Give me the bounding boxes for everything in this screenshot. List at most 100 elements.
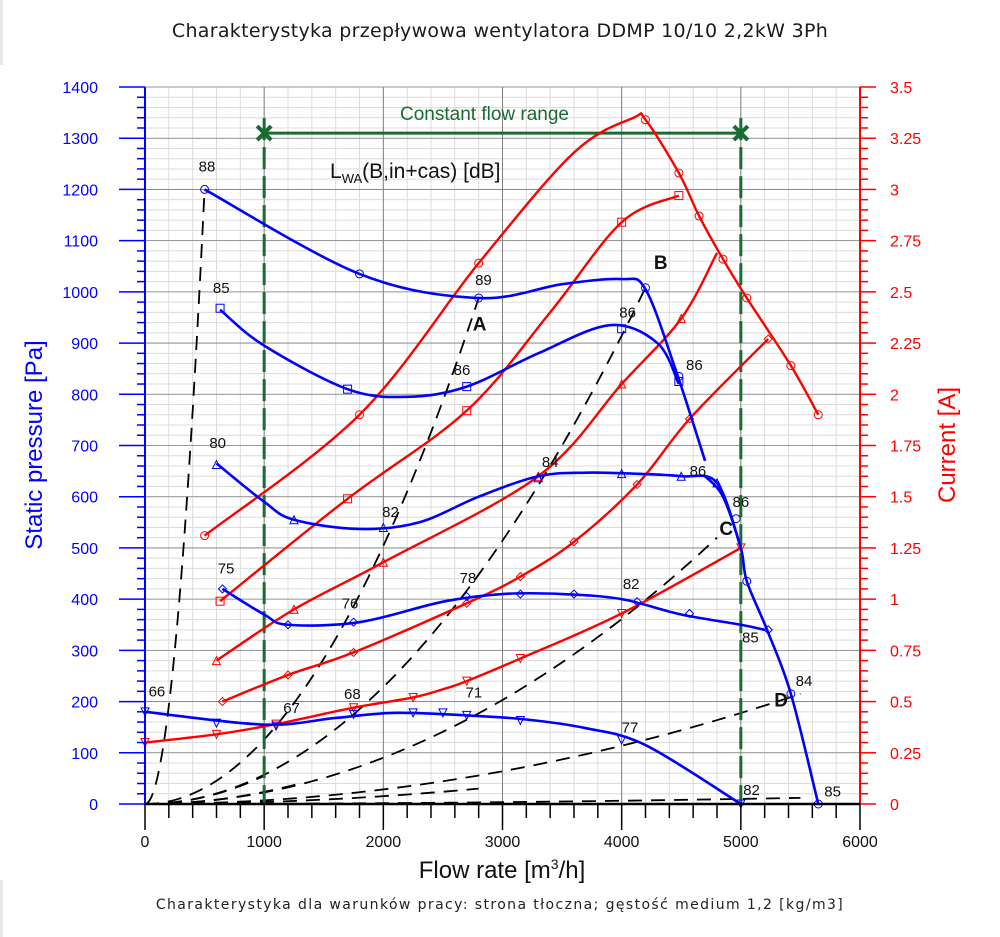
- system-curve-D: [144, 693, 801, 805]
- data-point-circle: [474, 258, 484, 268]
- system-curve-label-C: C: [719, 519, 733, 540]
- pressure-curve-P2: [219, 308, 681, 399]
- data-point-triangle-down: [211, 718, 222, 729]
- y-tick-label: 300: [71, 643, 98, 660]
- y2-tick-label: 0.5: [890, 695, 912, 712]
- data-point-diamond: [684, 608, 695, 619]
- data-point-diamond: [515, 571, 526, 582]
- x-tick-label: 3000: [485, 834, 521, 851]
- chart-footnote: Charakterystyka dla warunków pracy: stro…: [155, 897, 845, 913]
- lwa-value-label: 67: [283, 700, 300, 717]
- data-point-square: [674, 376, 684, 386]
- current-curve-I5: [144, 546, 742, 744]
- pressure-curve-Envelope: [704, 475, 820, 805]
- lwa-value-label: 89: [475, 272, 492, 289]
- y2-tick-label: 3.25: [890, 131, 921, 148]
- lwa-value-label: 77: [622, 719, 639, 736]
- x-tick-label: 5000: [723, 834, 759, 851]
- y2-tick-label: 2.5: [890, 285, 912, 302]
- y-tick-label: 1400: [62, 80, 98, 97]
- lwa-value-label: 86: [619, 304, 636, 321]
- y2-tick-label: 0.25: [890, 746, 921, 763]
- y-tick-label: 800: [71, 387, 98, 404]
- lwa-value-label: 75: [218, 561, 235, 578]
- data-point-triangle: [676, 471, 687, 481]
- y-tick-label: 500: [71, 541, 98, 558]
- x-tick-label: 1000: [246, 834, 282, 851]
- data-point-square: [617, 217, 627, 227]
- data-point-triangle: [616, 378, 627, 389]
- data-point-diamond: [462, 598, 472, 608]
- data-point-triangle-down: [616, 608, 627, 619]
- data-point-triangle: [378, 522, 389, 532]
- data-point-diamond: [348, 617, 359, 627]
- data-point-diamond: [632, 596, 642, 607]
- data-point-triangle: [533, 472, 544, 483]
- data-point-diamond: [217, 696, 228, 707]
- data-point-circle: [355, 269, 364, 279]
- x-axis-label: Flow rate [m3/h]: [419, 856, 586, 884]
- lwa-value-label: 71: [466, 684, 483, 701]
- data-point-circle: [474, 293, 484, 303]
- data-point-circle: [200, 184, 210, 194]
- lwa-value-label: 86: [686, 357, 703, 374]
- data-point-square: [617, 324, 627, 334]
- lwa-value-label: 86: [454, 362, 471, 379]
- lwa-value-label: 85: [742, 630, 759, 647]
- y2-axis-label: Current [A]: [934, 387, 961, 503]
- data-point-triangle-down: [271, 721, 281, 732]
- lwa-labels: 88 85 80 75 66 89 86 82 76 67 86 86 84 78 68 71 86 86 82 85…: [149, 159, 841, 801]
- x-tick-label: 6000: [842, 834, 878, 851]
- data-point-circle: [200, 531, 210, 541]
- data-point-square: [343, 494, 353, 504]
- lwa-value-label: 84: [542, 454, 559, 471]
- lwa-value-label: 68: [344, 686, 361, 703]
- current-curve-I1: [203, 112, 820, 537]
- y-tick-label: 1000: [62, 285, 98, 302]
- data-point-square: [343, 384, 353, 394]
- lwa-legend: LWA(B,in+cas) [dB]: [330, 160, 500, 186]
- current-curve-I2: [219, 194, 680, 603]
- lwa-value-label: 78: [460, 570, 477, 587]
- data-point-circle: [641, 115, 650, 125]
- data-point-triangle-down: [438, 708, 448, 718]
- data-point-diamond: [515, 589, 526, 599]
- data-point-triangle-down: [515, 716, 526, 726]
- data-point-triangle: [211, 655, 222, 666]
- y2-tick-label: 0: [890, 797, 899, 814]
- x-tick-label: 0: [141, 834, 150, 851]
- data-point-circle: [641, 283, 650, 293]
- current-curve-I4: [222, 338, 770, 703]
- y-tick-label: 900: [71, 336, 98, 353]
- lwa-value-label: 86: [690, 463, 707, 480]
- data-point-diamond: [462, 591, 472, 602]
- y2-tick-label: 2.75: [890, 234, 921, 251]
- window-edge: [0, 880, 3, 937]
- data-point-diamond: [569, 537, 579, 547]
- data-point-circle: [742, 293, 752, 303]
- data-point-triangle: [211, 459, 222, 469]
- pressure-curve-P1: [203, 188, 707, 462]
- system-curve-label-D: D: [774, 691, 788, 712]
- y-tick-label: 1300: [62, 131, 98, 148]
- system-curve-label-A: A: [473, 314, 487, 335]
- y-tick-label: 200: [71, 695, 98, 712]
- data-point-triangle: [676, 313, 687, 323]
- pressure-curve-P3: [215, 462, 743, 549]
- data-point-square: [462, 382, 472, 392]
- data-point-circle: [786, 361, 796, 371]
- x-tick-label: 2000: [366, 834, 402, 851]
- x-tick-label: 4000: [604, 834, 640, 851]
- y2-tick-label: 2.25: [890, 336, 921, 353]
- y-tick-label: 100: [71, 746, 98, 763]
- lwa-value-label: 66: [149, 683, 166, 700]
- lwa-value-label: 86: [732, 494, 749, 511]
- data-point-triangle-down: [461, 710, 472, 721]
- data-point-diamond: [348, 647, 359, 658]
- y-tick-label: 1100: [64, 234, 99, 251]
- lwa-value-label: 84: [796, 673, 813, 690]
- y2-tick-label: 1.5: [890, 490, 912, 507]
- y-tick-label: 1200: [62, 182, 98, 199]
- data-point-circle: [718, 254, 728, 264]
